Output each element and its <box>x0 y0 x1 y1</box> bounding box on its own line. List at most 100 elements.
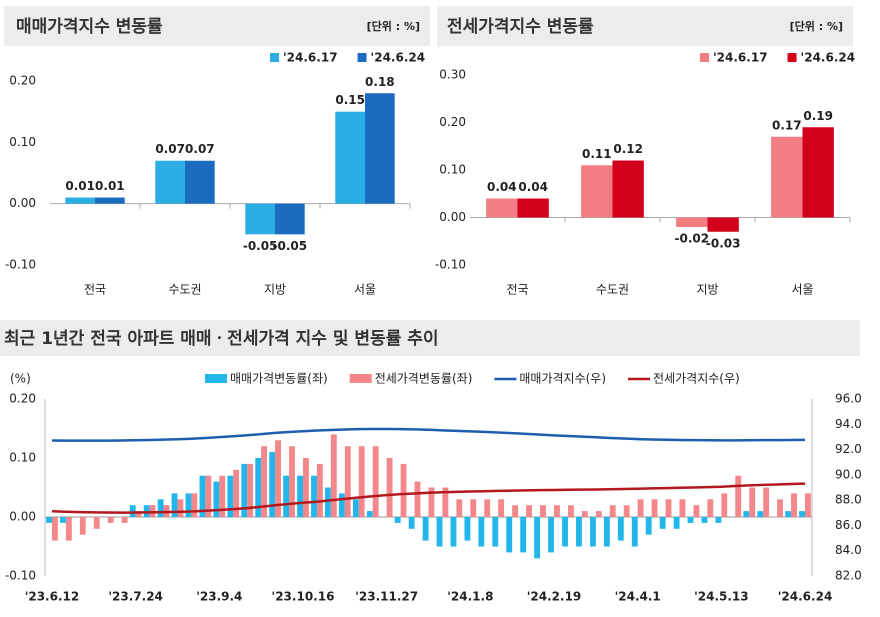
title-bar <box>4 6 430 46</box>
bar <box>366 511 373 517</box>
y2-tick-label: 86.0 <box>835 518 862 532</box>
bar <box>352 499 359 517</box>
bar <box>805 493 811 517</box>
bar <box>567 505 574 517</box>
legend-swatch <box>205 374 227 383</box>
bar <box>275 440 281 517</box>
bar <box>645 517 652 535</box>
bar <box>65 517 72 541</box>
bar <box>269 452 276 517</box>
legend-swatch <box>270 53 279 62</box>
chart-title: 전세가격지수 변동률 <box>447 17 594 37</box>
bar <box>157 499 164 517</box>
bar <box>394 517 401 523</box>
data-label: 0.04 <box>487 180 517 194</box>
bar <box>155 160 185 204</box>
bar <box>283 475 290 517</box>
bar <box>143 505 150 517</box>
bar <box>191 493 198 517</box>
bar <box>548 517 555 553</box>
bar <box>255 458 262 517</box>
x-tick-label: 서울 <box>791 283 813 297</box>
bar <box>617 517 624 541</box>
bar <box>707 217 739 232</box>
chart-title: 최근 1년간 전국 아파트 매매ㆍ전세가격 지수 및 변동률 추이 <box>4 329 439 349</box>
line <box>51 427 806 442</box>
line <box>51 482 806 514</box>
x-tick-label: 전국 <box>84 283 106 297</box>
bar <box>791 493 797 517</box>
bar <box>51 517 58 541</box>
data-label: 0.19 <box>803 109 833 123</box>
data-label: 0.07 <box>185 142 215 156</box>
x-tick-label: '24.5.13 <box>694 590 749 604</box>
bar <box>517 198 549 218</box>
y-tick-label: 0.10 <box>9 451 36 465</box>
x-tick-label: 서울 <box>354 283 376 297</box>
bar <box>799 511 806 517</box>
bar <box>492 517 499 547</box>
bar <box>316 463 323 517</box>
bar <box>205 475 212 517</box>
y2-tick-label: 84.0 <box>835 543 862 557</box>
legend-label: 전세가격변동률(좌) <box>375 372 473 386</box>
bar <box>735 475 742 517</box>
x-tick-label: 수도권 <box>168 283 201 297</box>
bar <box>631 517 638 547</box>
bar <box>763 487 770 517</box>
bar <box>676 217 708 227</box>
bar <box>245 203 275 235</box>
y-tick-label: 0.10 <box>439 163 466 177</box>
unit-label: [단위 : %] <box>790 19 843 33</box>
title-bar <box>0 320 860 356</box>
y-tick-label: 0.00 <box>9 196 36 210</box>
bar <box>233 469 240 517</box>
bar <box>400 463 407 517</box>
bar <box>562 517 568 547</box>
bar <box>623 505 630 517</box>
data-label: 0.01 <box>65 179 95 193</box>
bar <box>302 458 309 517</box>
bar <box>743 511 750 517</box>
legend-swatch <box>349 374 372 383</box>
bar <box>721 493 728 517</box>
y2-tick-label: 82.0 <box>835 569 862 583</box>
bar <box>213 481 220 517</box>
bar <box>436 517 443 547</box>
bar <box>442 487 449 517</box>
bar <box>338 493 345 517</box>
y-tick-label: 0.00 <box>439 210 466 224</box>
bar <box>581 165 613 218</box>
bar <box>344 446 351 517</box>
legend-swatch <box>787 53 797 62</box>
legend-label: 매매가격지수(우) <box>519 372 606 386</box>
x-tick-label: 지방 <box>264 283 286 297</box>
bar <box>422 517 429 541</box>
bar <box>637 499 644 517</box>
bar <box>595 511 602 517</box>
bar <box>484 499 491 517</box>
bar <box>311 475 317 517</box>
y-tick-label: -0.10 <box>435 258 466 272</box>
bar <box>129 505 136 517</box>
bar <box>612 160 644 218</box>
bar <box>520 517 527 553</box>
bar <box>227 475 234 517</box>
bar <box>275 203 305 235</box>
bar <box>297 475 303 517</box>
bar <box>79 517 86 535</box>
bar <box>428 487 435 517</box>
bar <box>46 517 52 523</box>
bar <box>777 499 783 517</box>
bar <box>581 511 588 517</box>
bar <box>554 505 560 517</box>
y2-tick-label: 92.0 <box>835 442 862 456</box>
bar <box>679 499 686 517</box>
y-tick-label: 0.20 <box>9 74 36 88</box>
bar <box>609 505 616 517</box>
bar <box>135 511 142 517</box>
bar <box>693 505 700 517</box>
bar <box>149 505 156 517</box>
